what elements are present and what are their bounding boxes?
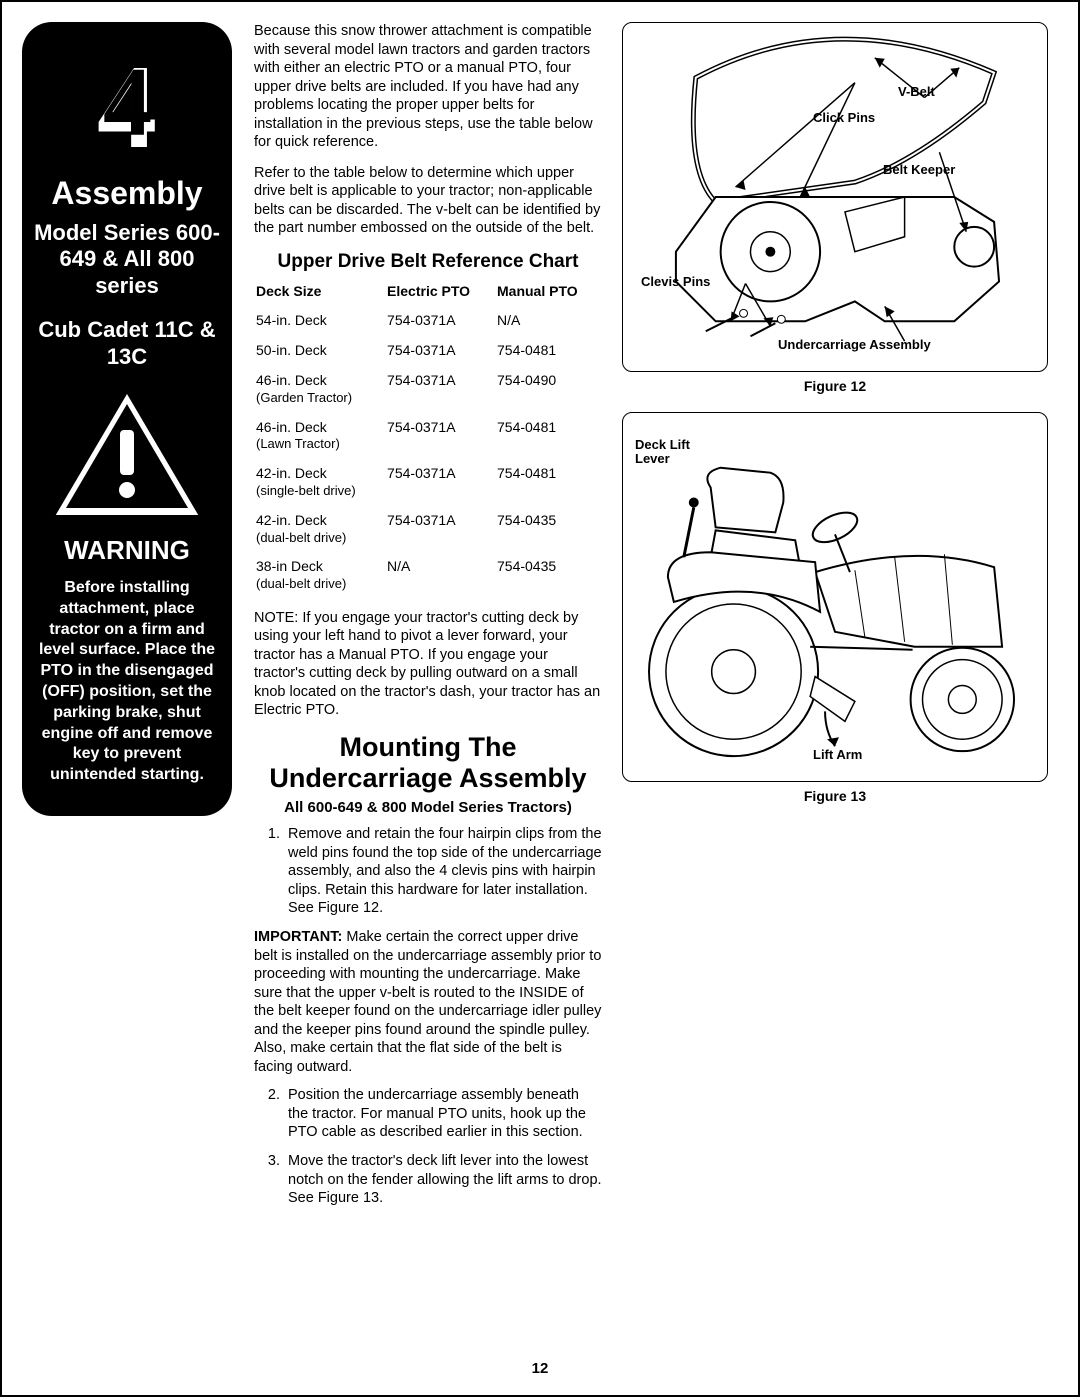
page: 4 4 Assembly Model Series 600-649 & All …: [0, 0, 1080, 1397]
cell: 754-0481: [495, 413, 602, 460]
important-block: IMPORTANT: Make certain the correct uppe…: [254, 928, 602, 1076]
table-row: 46-in. Deck (Garden Tractor) 754-0371A 75…: [254, 366, 602, 413]
reference-table: Deck Size Electric PTO Manual PTO 54-in.…: [254, 280, 602, 598]
content-row: 4 4 Assembly Model Series 600-649 & All …: [22, 22, 1048, 1375]
sidebar: 4 4 Assembly Model Series 600-649 & All …: [22, 22, 232, 1375]
cell: 754-0371A: [385, 366, 495, 413]
steps-list-1: Remove and retain the four hairpin clips…: [254, 825, 602, 918]
steps-list-2: Position the undercarriage assembly bene…: [254, 1086, 602, 1207]
cell: 46-in. Deck: [256, 372, 327, 388]
intro-p1: Because this snow thrower attachment is …: [254, 22, 602, 152]
cell: 754-0435: [495, 552, 602, 599]
important-body: Make certain the correct upper drive bel…: [254, 929, 601, 1075]
label-clevis-pins: Clevis Pins: [641, 275, 710, 289]
table-row: 54-in. Deck 754-0371A N/A: [254, 306, 602, 336]
chapter-title: Assembly: [34, 175, 220, 212]
warning-title: WARNING: [34, 535, 220, 566]
cell: 754-0481: [495, 459, 602, 506]
col-deck: Deck Size: [254, 280, 385, 306]
cell: 754-0371A: [385, 306, 495, 336]
cell-sub: (Garden Tractor): [256, 390, 383, 407]
table-row: 42-in. Deck (single-belt drive) 754-0371A…: [254, 459, 602, 506]
model-series: Model Series 600-649 & All 800 series: [34, 220, 220, 299]
cell: 42-in. Deck: [256, 465, 327, 481]
cell: 54-in. Deck: [256, 312, 327, 328]
mount-title: Mounting The Undercarriage Assembly: [254, 732, 602, 794]
mount-subtitle: All 600-649 & 800 Model Series Tractors): [254, 798, 602, 817]
cell: 50-in. Deck: [256, 342, 327, 358]
chart-title: Upper Drive Belt Reference Chart: [254, 250, 602, 274]
label-lift-arm: Lift Arm: [813, 748, 862, 762]
figure-12-caption: Figure 12: [622, 378, 1048, 394]
cell: 754-0371A: [385, 413, 495, 460]
cell: 754-0371A: [385, 506, 495, 553]
label-vbelt: V-Belt: [898, 85, 935, 99]
important-label: IMPORTANT:: [254, 929, 342, 945]
table-row: 42-in. Deck (dual-belt drive) 754-0371A 7…: [254, 506, 602, 553]
chapter-number-inner: 4: [103, 53, 152, 151]
middle-column: Because this snow thrower attachment is …: [254, 22, 614, 1375]
label-undercarriage: Undercarriage Assembly: [778, 338, 931, 352]
figure-13: Deck Lift Lever Lift Arm: [622, 412, 1048, 782]
note: NOTE: If you engage your tractor's cutti…: [254, 609, 602, 720]
step-3: Move the tractor's deck lift lever into …: [284, 1152, 602, 1208]
warning-body: Before installing attachment, place trac…: [34, 578, 220, 786]
cell-sub: (dual-belt drive): [256, 576, 383, 593]
cell: 46-in. Deck: [256, 419, 327, 435]
table-row: 50-in. Deck 754-0371A 754-0481: [254, 336, 602, 366]
cell-sub: (single-belt drive): [256, 483, 383, 500]
step-2: Position the undercarriage assembly bene…: [284, 1086, 602, 1142]
table-row: 38-in Deck (dual-belt drive) N/A 754-0435: [254, 552, 602, 599]
cell: 754-0490: [495, 366, 602, 413]
label-click-pins: Click Pins: [813, 111, 875, 125]
label-belt-keeper: Belt Keeper: [883, 163, 955, 177]
cell: 754-0435: [495, 506, 602, 553]
cell: 754-0371A: [385, 336, 495, 366]
cell: N/A: [495, 306, 602, 336]
sidebar-box: 4 4 Assembly Model Series 600-649 & All …: [22, 22, 232, 816]
right-column: Click Pins V-Belt Belt Keeper Clevis Pin…: [614, 22, 1048, 1375]
col-electric: Electric PTO: [385, 280, 495, 306]
figure-12: Click Pins V-Belt Belt Keeper Clevis Pin…: [622, 22, 1048, 372]
label-deck-lift: Deck Lift Lever: [635, 438, 705, 467]
cell: 38-in Deck: [256, 558, 323, 574]
warning-icon: [34, 390, 220, 525]
cell: 754-0371A: [385, 459, 495, 506]
cell-sub: (dual-belt drive): [256, 530, 383, 547]
cell-sub: (Lawn Tractor): [256, 436, 383, 453]
cell: N/A: [385, 552, 495, 599]
main: Because this snow thrower attachment is …: [232, 22, 1048, 1375]
cub-cadet: Cub Cadet 11C & 13C: [34, 317, 220, 370]
intro-p2: Refer to the table below to determine wh…: [254, 164, 602, 238]
col-manual: Manual PTO: [495, 280, 602, 306]
page-number: 12: [2, 1360, 1078, 1377]
chapter-number: 4 4: [97, 47, 157, 167]
cell: 42-in. Deck: [256, 512, 327, 528]
step-1: Remove and retain the four hairpin clips…: [284, 825, 602, 918]
figure-13-caption: Figure 13: [622, 788, 1048, 804]
table-row: 46-in. Deck(Lawn Tractor) 754-0371A 754-…: [254, 413, 602, 460]
cell: 754-0481: [495, 336, 602, 366]
